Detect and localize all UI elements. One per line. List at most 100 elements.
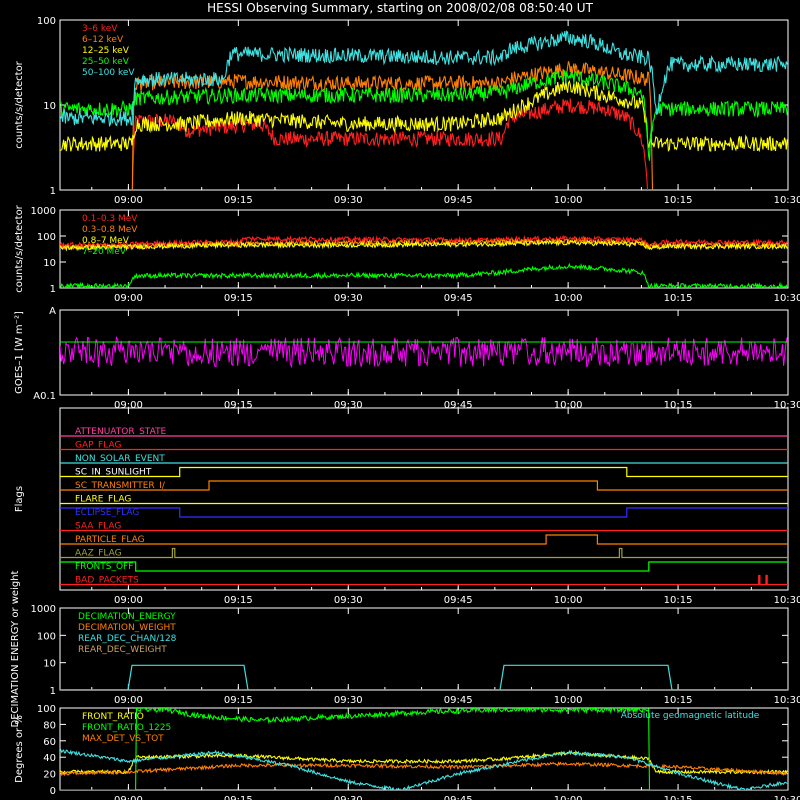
x-tick-label: 10:15 [664, 293, 693, 304]
flag-label: SC_IN_SUNLIGHT [75, 468, 152, 478]
x-tick-label: 10:00 [554, 293, 583, 304]
series-line [60, 761, 788, 777]
legend-entry: MAX_DET_VS_TOT [82, 734, 164, 744]
series-line [60, 238, 788, 252]
y-tick-label: 10 [43, 258, 56, 269]
x-tick-label: 10:15 [664, 400, 693, 411]
series-line [60, 748, 788, 790]
panel-flags: 09:00 09:15 09:30 09:45 10:00 10:15 10:30 Flags… [14, 407, 800, 606]
y-tick-label: 100 [37, 232, 56, 243]
y-axis-label: Degrees or % [14, 715, 25, 783]
plot-area [60, 664, 788, 690]
flag-line [60, 480, 788, 491]
x-tick-label: 09:45 [444, 293, 473, 304]
flag-line [60, 534, 788, 545]
flag-label: FRONTS_OFF [75, 562, 133, 572]
figure-title: HESSI Observing Summary, starting on 200… [207, 1, 593, 15]
y-tick-label: 1 [50, 186, 56, 197]
panels-layer: 09:00 09:15 09:30 09:45 10:00 10:15 10:3011010… [10, 16, 800, 800]
legend-entry: FRONT_RATIO [82, 712, 144, 722]
x-tick-label: 09:00 [114, 195, 143, 206]
panel-gamma: 09:00 09:15 09:30 09:45 10:00 10:15 10:30 1 10 10… [14, 204, 800, 304]
x-tick-label: 09:30 [334, 400, 363, 411]
y-tick-label: 10 [43, 659, 56, 670]
series-line [60, 234, 788, 250]
series-line [60, 79, 788, 153]
y-axis-label: Flags [14, 486, 25, 512]
series-line [131, 98, 649, 190]
annotation-label: Absolute geomagnetic latitude [621, 711, 760, 721]
x-tick-label: 09:45 [444, 695, 473, 706]
x-tick-label: 10:30 [774, 595, 800, 606]
x-tick-label: 09:00 [114, 795, 143, 800]
x-tick-label: 09:45 [444, 400, 473, 411]
x-tick-label: 09:00 [114, 293, 143, 304]
legend-entry: FRONT_RATIO_1225 [82, 723, 171, 733]
plot-area [60, 335, 788, 369]
flag-label: GAP_FLAG [75, 441, 121, 451]
y-tick-label: A0.1 [33, 391, 56, 402]
x-tick-label: 09:15 [224, 195, 253, 206]
x-tick-label: 10:15 [664, 195, 693, 206]
y-tick-label: 80 [43, 720, 56, 731]
legend-entry: DECIMATION_WEIGHT [78, 623, 176, 633]
legend-entry: 0.8–7 MeV [82, 236, 130, 246]
x-tick-label: 10:30 [774, 795, 800, 800]
x-tick-label: 09:30 [334, 293, 363, 304]
x-tick-label: 09:15 [224, 400, 253, 411]
x-tick-label: 10:30 [774, 695, 800, 706]
legend-entry: DECIMATION_ENERGY [78, 612, 176, 622]
series-line [60, 70, 788, 161]
plot-area [60, 435, 788, 586]
y-tick-label: 20 [43, 770, 56, 781]
y-tick-label: 60 [43, 737, 56, 748]
series-line [60, 30, 788, 128]
legend-entry: 3–6 keV [82, 24, 118, 34]
panel-frame [59, 209, 789, 289]
flag-label: ECLIPSE_FLAG [75, 508, 139, 518]
legend-entry: 25–50 keV [82, 57, 130, 67]
flag-label: FLARE_FLAG [75, 495, 131, 505]
flag-label: AAZ_FLAG [75, 549, 122, 559]
y-tick-label: A [49, 306, 56, 317]
flag-label: SC_TRANSMITTER_I/ [75, 481, 166, 491]
plot-area [60, 708, 788, 790]
y-tick-label: 0 [50, 786, 56, 797]
x-tick-label: 09:30 [334, 795, 363, 800]
y-tick-label: 1 [50, 284, 56, 295]
x-tick-label: 10:00 [554, 195, 583, 206]
panel-decimation: 09:00 09:15 09:30 09:45 10:00 10:15 10:30 1 10 10… [10, 570, 800, 727]
series-line [60, 708, 788, 790]
x-tick-label: 09:15 [224, 293, 253, 304]
y-tick-label: 100 [37, 16, 56, 27]
legend-entry: REAR_DEC_WEIGHT [78, 645, 167, 655]
x-tick-label: 09:15 [224, 595, 253, 606]
x-tick-label: 10:30 [774, 195, 800, 206]
x-tick-label: 10:00 [554, 795, 583, 800]
flag-line [60, 561, 788, 572]
x-tick-label: 10:15 [664, 595, 693, 606]
series-line [60, 262, 788, 288]
legend-entry: 0.1–0.3 MeV [82, 214, 138, 224]
y-tick-label: 100 [37, 704, 56, 715]
panel-frame [59, 707, 789, 791]
x-tick-label: 09:30 [334, 195, 363, 206]
series-line [60, 664, 788, 690]
legend-entry: 6–12 keV [82, 35, 124, 45]
legend-entry: 12–25 keV [82, 46, 130, 56]
x-tick-label: 10:00 [554, 400, 583, 411]
flag-label: NON_SOLAR_EVENT [75, 454, 165, 464]
panel-frame [59, 407, 789, 591]
x-tick-label: 10:00 [554, 595, 583, 606]
flag-line [60, 574, 788, 586]
x-tick-label: 10:15 [664, 695, 693, 706]
y-tick-label: 40 [43, 753, 56, 764]
flag-line [60, 466, 788, 478]
x-tick-label: 10:15 [664, 795, 693, 800]
x-tick-label: 09:00 [114, 695, 143, 706]
panel-ratios: 09:00 09:15 09:30 09:45 10:00 10:15 10:30 0 20 40… [14, 704, 800, 800]
y-tick-label: 100 [37, 631, 56, 642]
flag-label: PARTICLE_FLAG [75, 535, 145, 545]
y-tick-label: 1000 [31, 604, 56, 615]
flag-label: BAD_PACKETS [75, 576, 139, 586]
